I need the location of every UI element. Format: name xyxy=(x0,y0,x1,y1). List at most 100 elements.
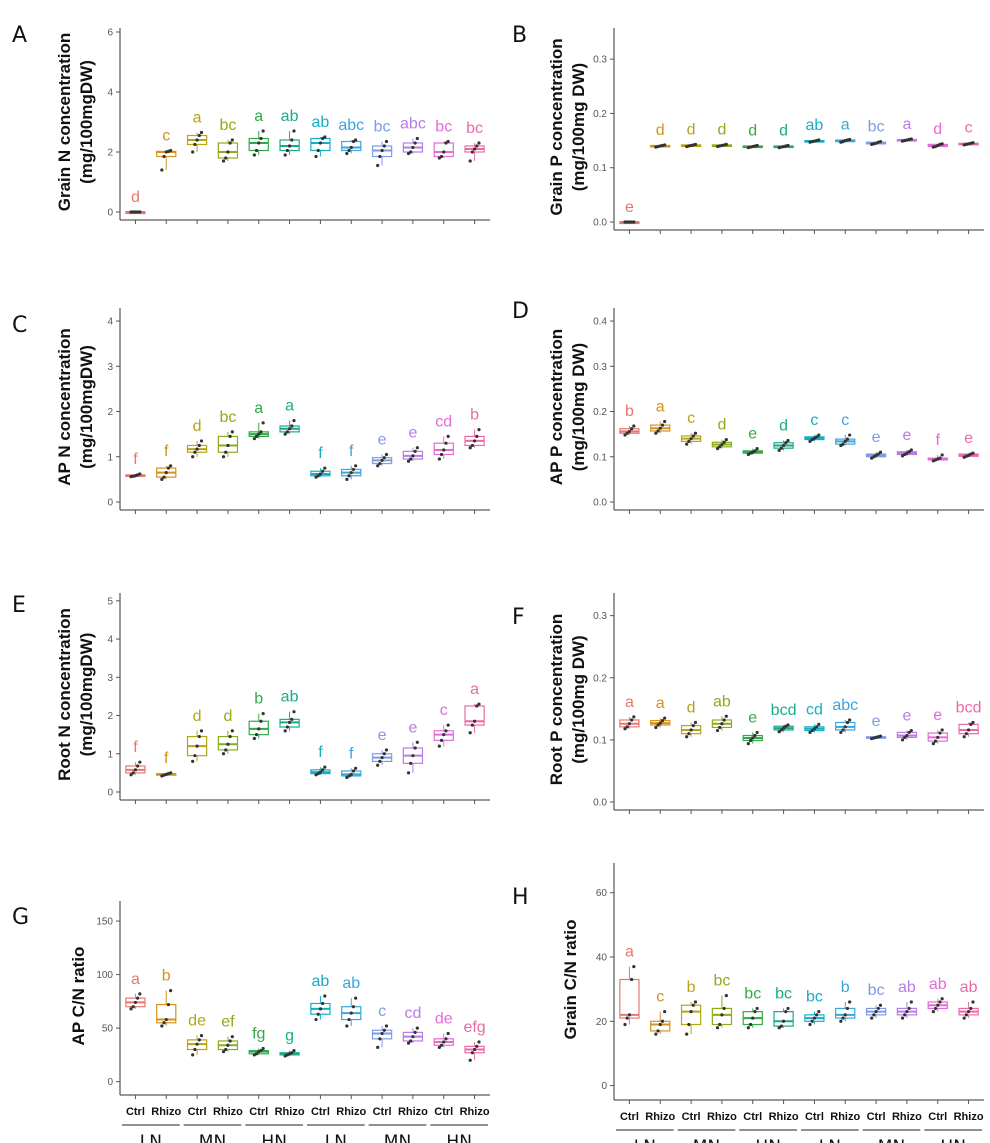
data-point xyxy=(382,144,386,148)
box-body xyxy=(433,442,454,456)
data-point xyxy=(724,714,728,718)
data-point xyxy=(472,439,477,443)
data-point xyxy=(283,729,287,733)
data-point xyxy=(199,1034,204,1038)
significance-letter: f xyxy=(349,443,354,460)
data-point xyxy=(812,1016,817,1020)
data-point xyxy=(133,1000,138,1005)
data-point xyxy=(779,1024,783,1028)
data-point xyxy=(878,450,883,454)
data-point xyxy=(845,1006,850,1011)
data-point xyxy=(409,1039,413,1043)
data-point xyxy=(779,446,783,450)
boxplot-12: e xyxy=(958,430,979,459)
boxplot-2: f xyxy=(156,443,177,481)
panel-label-a: A xyxy=(12,23,27,48)
data-point xyxy=(411,454,415,458)
box-body xyxy=(156,1003,177,1024)
data-point xyxy=(415,1026,419,1030)
data-point xyxy=(625,1016,629,1020)
data-point xyxy=(376,1045,380,1049)
y-tick-label: 0.2 xyxy=(593,673,607,684)
data-point xyxy=(468,446,472,450)
data-point xyxy=(746,742,750,746)
data-point xyxy=(442,1040,446,1044)
data-point xyxy=(283,153,287,157)
data-point xyxy=(777,730,781,734)
boxplot-7: ab xyxy=(804,117,825,144)
data-point xyxy=(808,730,812,735)
y-axis-label-line2: (mg/100mgDW) xyxy=(77,345,96,469)
nitrogen-level-label: MN xyxy=(199,1132,226,1143)
data-point xyxy=(753,449,757,453)
data-point xyxy=(808,439,812,443)
data-point xyxy=(625,431,629,435)
data-point xyxy=(962,735,966,739)
boxplot-3: d xyxy=(186,708,208,764)
data-point xyxy=(221,1050,226,1054)
data-point xyxy=(630,977,634,982)
data-point xyxy=(129,773,133,777)
data-point xyxy=(136,210,140,214)
data-point xyxy=(226,150,230,154)
significance-letter: d xyxy=(779,417,788,434)
boxplot-11: c xyxy=(433,702,454,748)
nitrogen-level-label: LN xyxy=(634,1137,656,1143)
boxplot-12: bc xyxy=(464,120,485,163)
data-point xyxy=(874,1010,878,1014)
data-point xyxy=(969,1006,973,1011)
data-point xyxy=(290,717,294,721)
data-point xyxy=(781,726,786,730)
boxplot-5: fg xyxy=(248,1025,269,1057)
data-point xyxy=(380,148,384,153)
data-point xyxy=(477,428,481,432)
significance-letter: efg xyxy=(463,1019,485,1036)
data-point xyxy=(257,141,261,145)
boxplot-2: b xyxy=(156,968,177,1028)
data-point xyxy=(197,734,201,739)
significance-letter: d xyxy=(687,121,696,138)
data-point xyxy=(384,452,389,457)
x-category-label: Ctrl xyxy=(311,1106,330,1118)
data-point xyxy=(351,467,356,472)
data-point xyxy=(817,138,821,142)
boxplot-2: d xyxy=(650,122,671,149)
data-point xyxy=(630,220,634,224)
data-point xyxy=(169,989,173,993)
data-point xyxy=(632,965,636,969)
x-category-label: Rhizo xyxy=(151,1106,181,1118)
data-point xyxy=(409,761,413,765)
data-point xyxy=(347,474,351,478)
significance-letter: a xyxy=(193,110,202,127)
significance-letter: c xyxy=(687,410,695,427)
significance-letter: f xyxy=(164,443,169,460)
boxplot-4: ab xyxy=(711,693,733,733)
significance-letter: bc xyxy=(219,117,236,134)
nitrogen-level-label: LN xyxy=(819,1137,841,1143)
boxplot-4: ef xyxy=(217,1014,239,1054)
x-category-label: Rhizo xyxy=(892,1111,922,1123)
data-point xyxy=(472,1047,477,1052)
data-point xyxy=(817,433,821,437)
data-point xyxy=(691,434,695,438)
data-point xyxy=(444,441,448,445)
data-point xyxy=(905,733,909,738)
nitrogen-level-label: HN xyxy=(261,1132,287,1143)
data-point xyxy=(656,429,660,433)
data-point xyxy=(685,442,689,446)
nitrogen-level-label: HN xyxy=(446,1132,472,1143)
data-point xyxy=(292,418,296,423)
data-point xyxy=(777,1026,781,1030)
boxplot-10: a xyxy=(896,116,918,143)
significance-letter: f xyxy=(133,739,138,756)
significance-letter: b xyxy=(625,403,634,420)
data-point xyxy=(938,731,942,735)
data-point xyxy=(318,141,323,145)
boxplot-10: e xyxy=(402,719,424,775)
data-point xyxy=(444,729,448,733)
box-body xyxy=(835,1007,856,1019)
data-point xyxy=(687,732,691,736)
data-point xyxy=(472,147,477,151)
significance-letter: c xyxy=(378,1003,386,1020)
significance-letter: a xyxy=(625,694,634,711)
